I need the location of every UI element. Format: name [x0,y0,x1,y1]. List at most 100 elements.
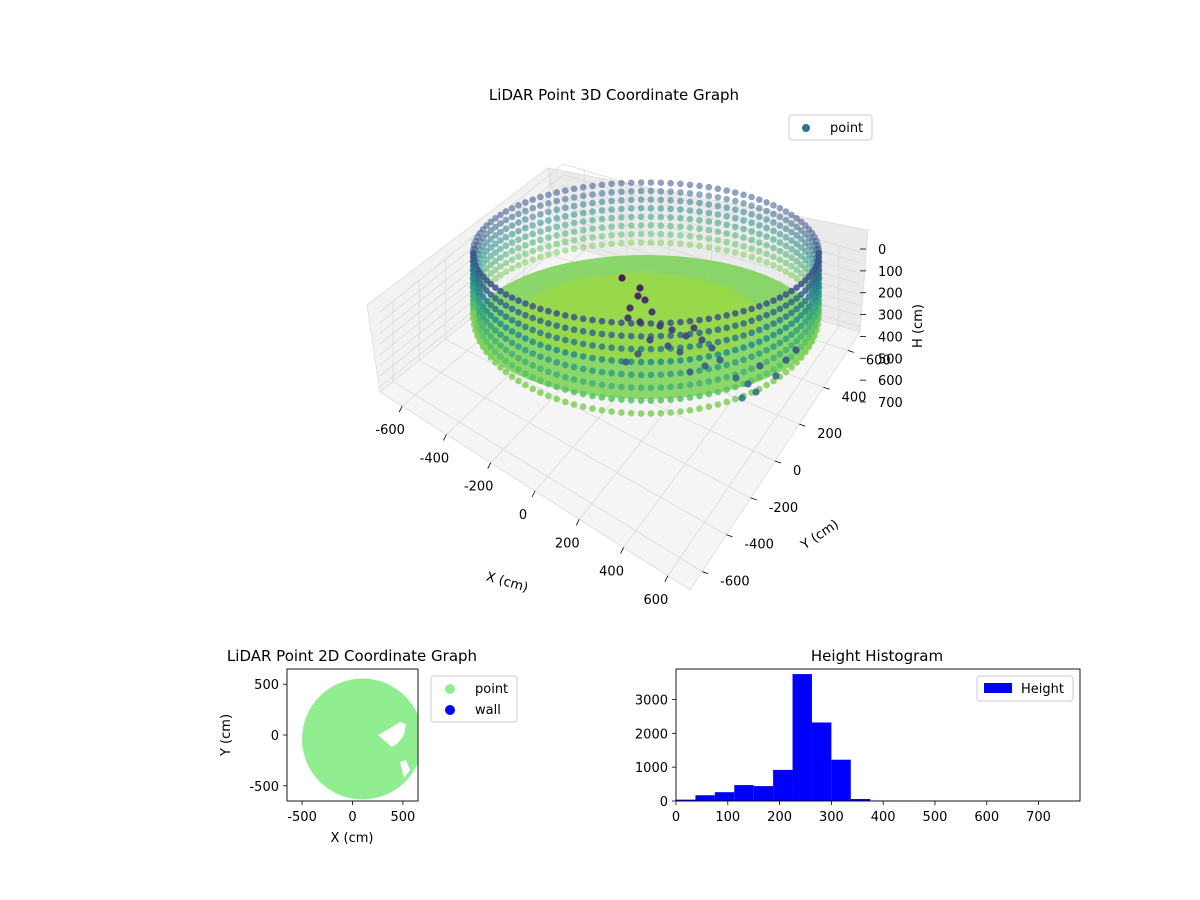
ring-point [618,409,625,416]
y-tick-label-3d: -600 [720,575,750,590]
histogram-y-tick-label: 3000 [635,693,668,708]
ring-point [469,301,477,308]
ring-point [723,324,730,332]
ring-point [618,319,625,327]
ring-point [492,240,499,248]
z-tick-label-3d: 700 [878,396,903,411]
ring-point [748,341,755,349]
ring-point [647,345,655,353]
ring-point [723,349,730,356]
ring-point [637,371,645,379]
ring-point [618,239,625,247]
histogram-x-tick-label: 600 [974,810,999,825]
ring-point [696,216,703,224]
ring-point [598,241,606,249]
object-point [792,346,800,354]
object-point [634,350,642,358]
ring-point [756,373,763,381]
gap-region [378,722,406,747]
ring-point [553,189,560,196]
ring-point [782,251,790,258]
ring-point [705,243,713,251]
ring-point [545,380,552,388]
ring-point [763,300,770,307]
ring-point [522,381,529,389]
ring-point [570,219,578,227]
x-tick-label-3d: -600 [375,423,405,438]
ring-point [618,188,625,195]
ring-point [748,202,755,209]
ring-point [497,287,504,295]
ring-point [705,328,713,335]
histogram-legend-frame [976,675,1074,702]
y-tick-3d [847,350,854,353]
ring-point [793,305,800,313]
ring-point [723,361,730,369]
ring-point [537,353,544,361]
ring-point [492,327,499,334]
ring-point [487,218,495,226]
ring-point [608,232,615,239]
object-point [716,356,724,364]
ring-point [705,218,713,225]
ring-point [776,339,784,347]
interior-objects [618,274,800,402]
ring-point [686,207,694,214]
ring-point [756,222,763,229]
ring-point [529,373,536,381]
ring-point [508,362,516,369]
ring-point [589,208,596,215]
ring-point [696,182,703,190]
ring-point [637,384,645,392]
ring-point [608,189,615,196]
ring-point [627,371,635,379]
ring-point [657,371,665,379]
ring-point [562,336,569,344]
ring-point [705,390,713,398]
ring-point [677,189,684,196]
ring-point [497,298,504,306]
legend-3d-frame [788,114,873,141]
ring-point [627,332,635,340]
ring-point [740,320,747,327]
histogram-x-tick-label: 400 [871,810,896,825]
ring-point [598,343,606,351]
ring-point [793,316,800,324]
ring-point [740,344,747,351]
ring-point [763,346,770,354]
ring-point [545,200,552,207]
ring-point [770,227,777,235]
ring-point [570,185,578,193]
ring-point [793,249,800,256]
object-point [622,358,630,366]
ring-point [637,333,645,340]
x-tick-label-3d: 0 [519,508,527,523]
ring-point [714,363,722,371]
ring-point [522,224,529,232]
histogram-y-tick-label: 1000 [635,761,668,776]
ring-point [788,211,795,219]
ring-point [705,209,713,217]
ring-point [579,243,587,251]
ring-point [714,338,722,346]
point-cloud [469,179,823,417]
ring-point [553,215,560,222]
ring-point [522,233,529,240]
ring-point [770,210,777,218]
ring-point [770,366,777,373]
y-axis-label-3d: Y (cm) [798,517,842,553]
ring-point [740,234,747,241]
ring-point [537,341,544,349]
ring-point [529,338,536,346]
histogram-bar [792,674,812,801]
ring-point [677,331,684,339]
ring-point [627,345,635,353]
chart-2d-title: LiDAR Point 2D Coordinate Graph [227,647,477,665]
ring-point [782,324,790,332]
ring-point [732,395,739,403]
ring-point [748,236,755,244]
ring-point [537,245,544,252]
ring-point [589,367,596,375]
ring-point [589,316,596,324]
ring-point [487,244,495,251]
